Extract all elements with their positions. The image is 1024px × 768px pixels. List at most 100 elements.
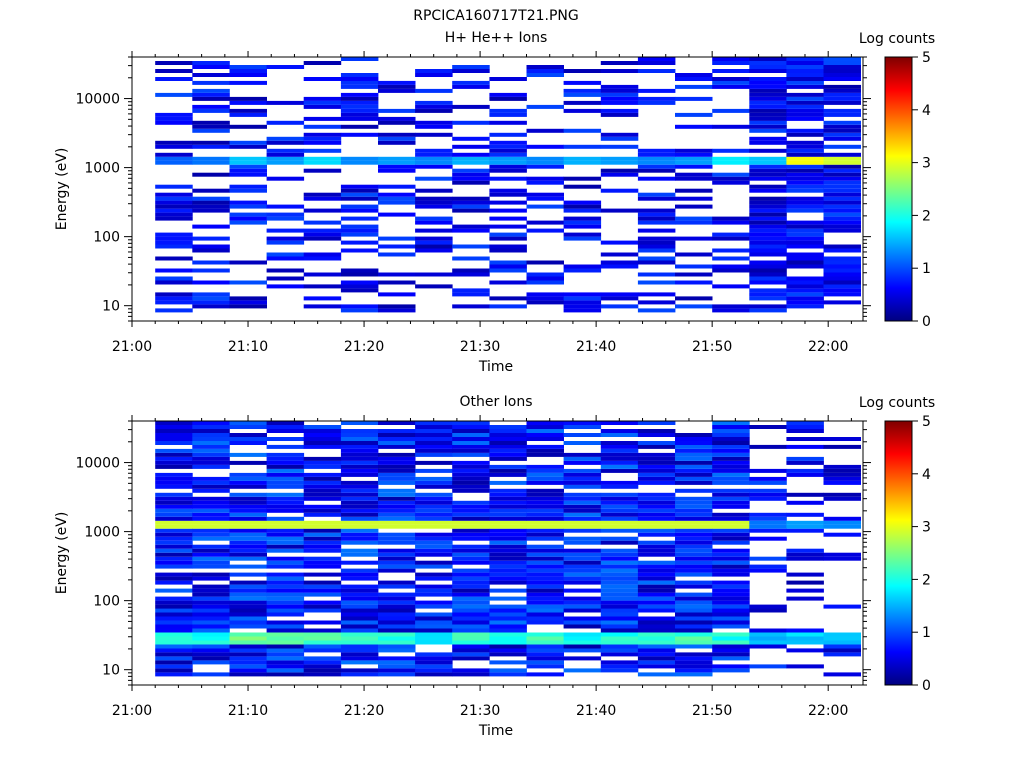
heatmap-cell — [452, 500, 490, 505]
heatmap-cell — [303, 540, 342, 545]
heatmap-cell — [266, 100, 305, 105]
heatmap-cell — [266, 628, 305, 633]
heatmap-cell — [749, 168, 787, 173]
heatmap-cell — [266, 216, 305, 221]
heatmap-cell — [378, 592, 416, 597]
heatmap-cell — [155, 140, 193, 145]
heatmap-cell — [675, 544, 713, 549]
heatmap-cell — [637, 640, 676, 645]
heatmap-cell — [637, 504, 676, 509]
heatmap-cell — [637, 564, 676, 569]
heatmap-cell — [155, 660, 193, 665]
heatmap-cell — [303, 592, 342, 597]
heatmap-cell — [526, 492, 564, 497]
heatmap-cell — [637, 520, 676, 525]
heatmap-cell — [415, 132, 453, 137]
heatmap-cell — [749, 69, 787, 73]
heatmap-cell — [266, 212, 305, 217]
heatmap-cell — [823, 84, 861, 89]
heatmap-cell — [155, 292, 193, 297]
heatmap-cell — [415, 236, 453, 241]
heatmap-cell — [526, 600, 564, 605]
heatmap-cell — [489, 441, 527, 445]
heatmap-cell — [378, 492, 416, 497]
heatmap-cell — [526, 512, 564, 517]
heatmap-cell — [526, 464, 564, 469]
heatmap-cell — [452, 80, 490, 85]
heatmap-cell — [229, 564, 267, 569]
heatmap-cell — [489, 280, 527, 285]
heatmap-cell — [675, 236, 713, 241]
heatmap-cell — [600, 660, 639, 665]
heatmap-cell — [378, 520, 416, 525]
heatmap-cell — [526, 448, 564, 453]
heatmap-cell — [749, 632, 787, 637]
heatmap-cell — [489, 588, 527, 593]
heatmap-cell — [192, 508, 230, 513]
heatmap-cell — [786, 65, 824, 69]
heatmap-cell — [823, 160, 861, 165]
heatmap-cell — [749, 264, 787, 269]
x-axis: 21:00 21:10 21:20 21:30 21:40 21:50 22:00 — [112, 51, 852, 355]
x-tick-label: 21:00 — [112, 703, 152, 719]
heatmap-cell — [712, 572, 750, 577]
heatmap-cell — [600, 636, 639, 641]
heatmap-cell — [749, 260, 787, 265]
heatmap-cell — [229, 200, 267, 205]
heatmap-cell — [786, 208, 824, 213]
heatmap-cell — [526, 672, 564, 677]
heatmap-cell — [415, 240, 453, 245]
heatmap-cell — [266, 636, 305, 641]
heatmap-cell — [563, 224, 602, 229]
heatmap-cell — [563, 512, 602, 517]
heatmap-cell — [415, 588, 453, 593]
heatmap-cell — [229, 516, 267, 521]
heatmap-cell — [378, 456, 416, 461]
heatmap-cell — [637, 216, 676, 221]
heatmap-cell — [563, 540, 602, 545]
heatmap-cell — [378, 476, 416, 481]
heatmap-cell — [452, 524, 490, 529]
heatmap-cell — [786, 472, 824, 477]
heatmap-cell — [712, 304, 750, 309]
heatmap-cell — [823, 640, 861, 645]
heatmap-cell — [526, 104, 564, 109]
heatmap-cell — [192, 588, 230, 593]
heatmap-cell — [340, 512, 379, 517]
heatmap-cell — [229, 484, 267, 489]
heatmap-cell — [303, 160, 342, 165]
heatmap-cell — [600, 604, 639, 609]
heatmap-cell — [155, 624, 193, 629]
heatmap-cell — [526, 488, 564, 493]
heatmap-cell — [526, 580, 564, 585]
heatmap-cell — [452, 552, 490, 557]
heatmap-cell — [749, 148, 787, 153]
heatmap-cell — [637, 168, 676, 173]
heatmap-cell — [303, 252, 342, 257]
heatmap-cell — [155, 120, 193, 125]
heatmap-cell — [675, 77, 713, 81]
heatmap-cell — [563, 264, 602, 269]
heatmap-cell — [415, 636, 453, 641]
heatmap-cell — [489, 268, 527, 273]
heatmap-cell — [526, 196, 564, 201]
heatmap-cell — [489, 248, 527, 253]
heatmap-cell — [786, 500, 824, 505]
y-tick-label: 10 — [102, 663, 120, 679]
heatmap-cell — [415, 640, 453, 645]
heatmap-cell — [526, 552, 564, 557]
heatmap-cell — [637, 580, 676, 585]
heatmap-cell — [712, 640, 750, 645]
heatmap-cell — [489, 232, 527, 237]
heatmap-cell — [266, 452, 305, 457]
y-tick-label: 100 — [93, 594, 120, 610]
heatmap-cell — [637, 421, 676, 425]
heatmap-cell — [303, 476, 342, 481]
heatmap-cell — [415, 220, 453, 225]
heatmap-cell — [415, 69, 453, 73]
colorbar-tick-label: 2 — [922, 572, 931, 588]
heatmap-cell — [489, 608, 527, 613]
heatmap-cell — [489, 636, 527, 641]
heatmap-cell — [786, 284, 824, 289]
